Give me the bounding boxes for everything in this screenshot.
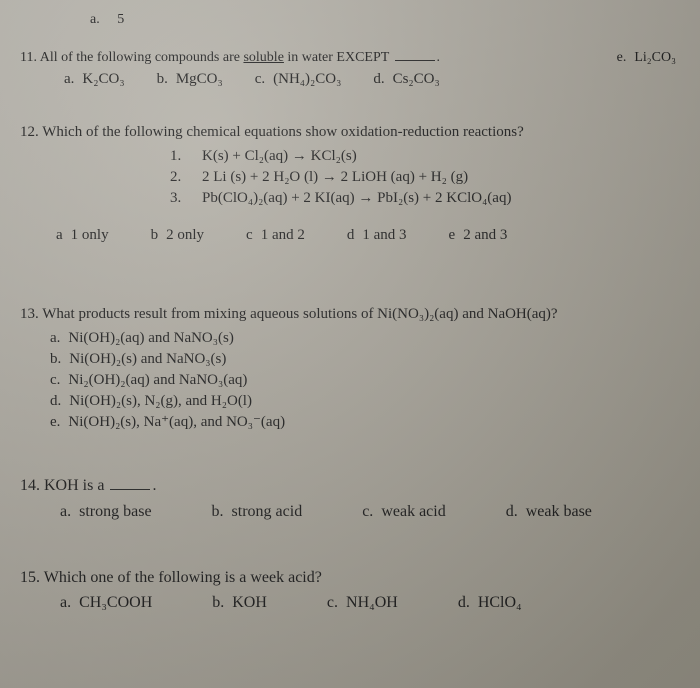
q12-eq-1: 1. K(s) + Cl₂(aq) → KCl₂(s) <box>170 146 680 167</box>
frag-a: a. <box>90 12 100 27</box>
q12-stem: Which of the following chemical equation… <box>42 124 524 140</box>
q14-opt-d: d. weak base <box>506 501 592 523</box>
q15-num: 15. <box>20 569 40 586</box>
q13-num: 13. <box>20 306 39 322</box>
q11-soluble: soluble <box>243 50 283 65</box>
top-fragment: a. 5 <box>20 10 680 38</box>
q11-opt-d: d. Cs₂CO₃ <box>373 69 439 90</box>
q13-opt-b: b. Ni(OH)₂(s) and NaNO₃(s) <box>50 349 680 370</box>
q13-opt-a: a. Ni(OH)₂(aq) and NaNO₃(s) <box>50 328 680 349</box>
q14-opt-a: a. strong base <box>60 501 152 523</box>
q13-opt-e: e. Ni(OH)₂(s), Na⁺(aq), and NO₃⁻(aq) <box>50 412 680 433</box>
q11-stem-r: in water EXCEPT <box>284 50 393 65</box>
q15-opt-b: b. KOH <box>212 592 267 614</box>
question-14: 14. KOH is a . a. strong base b. strong … <box>20 433 680 523</box>
q15-opt-a: a. CH₃COOH <box>60 592 152 614</box>
q14-period: . <box>152 477 156 494</box>
q11-num: 11. <box>20 50 37 65</box>
q11-period: . <box>437 50 441 65</box>
q13-opt-d: d. Ni(OH)₂(s), N₂(g), and H₂O(l) <box>50 391 680 412</box>
frag-val: 5 <box>117 12 124 27</box>
q12-equations: 1. K(s) + Cl₂(aq) → KCl₂(s) 2. 2 Li (s) … <box>20 146 680 209</box>
q11-opt-a: a. K₂CO₃ <box>64 69 125 90</box>
q14-opt-b: b. strong acid <box>212 501 303 523</box>
q11-stem-l: All of the following compounds are <box>40 50 244 65</box>
q14-blank <box>110 489 150 490</box>
q15-opt-c: c. NH₄OH <box>327 592 398 614</box>
q15-stem: Which one of the following is a week aci… <box>44 569 322 586</box>
question-11: 11. All of the following compounds are s… <box>20 38 680 109</box>
question-12: 12. Which of the following chemical equa… <box>20 108 680 268</box>
q12-eq-3: 3. Pb(ClO₄)₂(aq) + 2 KI(aq) → PbI₂(s) + … <box>170 188 680 209</box>
question-15: 15. Which one of the following is a week… <box>20 523 680 615</box>
q14-opt-c: c. weak acid <box>362 501 446 523</box>
exam-page: a. 5 11. All of the following compounds … <box>20 10 680 678</box>
q12-opt-a: a 1 only <box>56 225 109 246</box>
q12-opt-b: b 2 only <box>151 225 204 246</box>
question-13: 13. What products result from mixing aqu… <box>20 268 680 433</box>
q12-opt-d: d 1 and 3 <box>347 225 407 246</box>
q14-num: 14. <box>20 477 40 494</box>
q12-opt-e: e 2 and 3 <box>449 225 508 246</box>
q14-stem-l: KOH is a <box>44 477 108 494</box>
q15-opt-d: d. HClO₄ <box>458 592 522 614</box>
q11-blank <box>395 60 435 61</box>
q12-num: 12. <box>20 124 39 140</box>
q13-opt-c: c. Ni₂(OH)₂(aq) and NaNO₃(aq) <box>50 370 680 391</box>
q11-opt-c: c. (NH₄)₂CO₃ <box>255 69 342 90</box>
q12-eq-2: 2. 2 Li (s) + 2 H₂O (l) → 2 LiOH (aq) + … <box>170 167 680 188</box>
q11-opt-e: e. Li₂CO₃ <box>617 48 676 68</box>
q12-opt-c: c 1 and 2 <box>246 225 305 246</box>
q13-stem: What products result from mixing aqueous… <box>42 306 557 322</box>
q11-opt-b: b. MgCO₃ <box>157 69 223 90</box>
